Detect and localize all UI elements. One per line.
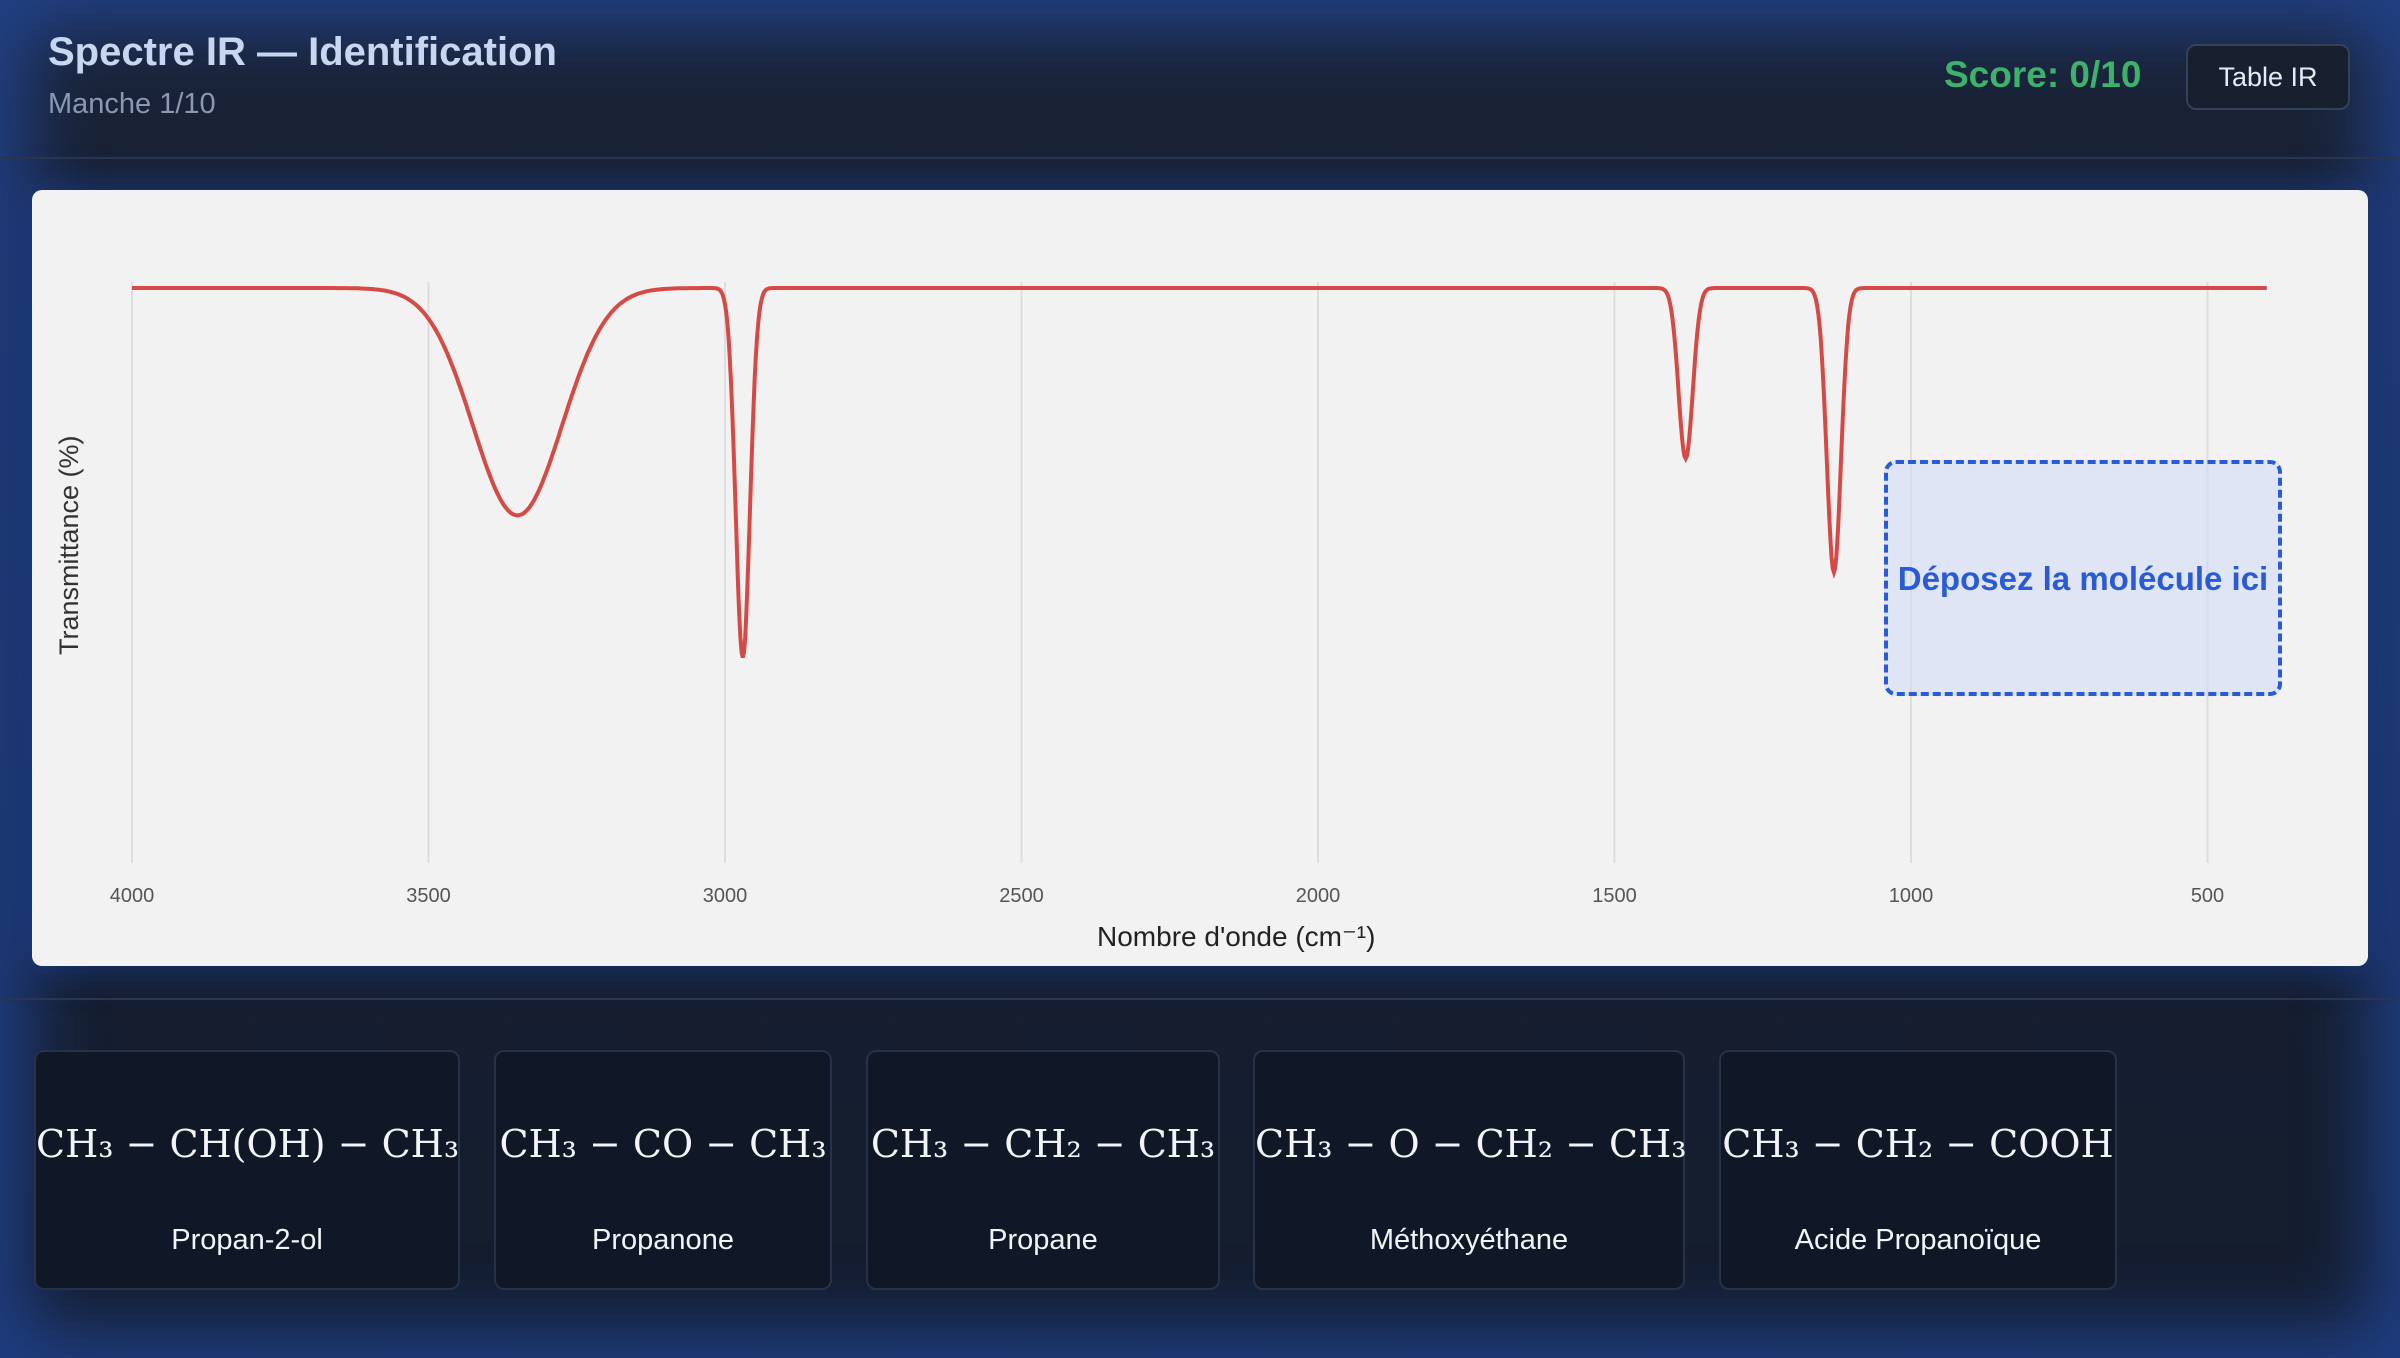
molecule-name: Méthoxyéthane [1369, 1224, 1569, 1256]
molecule-name: Propanone [592, 1224, 734, 1256]
x-tick-label: 2500 [999, 885, 1044, 907]
spectrum-line [132, 286, 2267, 658]
header: Spectre IR — Identification Manche 1/10 … [0, 0, 2400, 159]
page-title: Spectre IR — Identification [48, 30, 557, 74]
molecule-formula: CH₃ − CH(OH) − CH₃ [36, 1122, 460, 1166]
molecule-name: Propane [988, 1224, 1098, 1256]
molecule-name: Propan-2-ol [171, 1224, 323, 1256]
molecule-card-methoxyethane[interactable]: CH₃ − O − CH₂ − CH₃ Méthoxyéthane [1253, 1050, 1687, 1290]
x-tick-label: 2000 [1296, 885, 1341, 907]
x-tick-label: 3500 [406, 885, 451, 907]
x-tick-label: 4000 [110, 885, 155, 907]
molecule-card-acide-propanoique[interactable]: CH₃ − CH₂ − COOH Acide Propanoïque [1719, 1050, 2117, 1290]
x-tick-label: 500 [2191, 885, 2224, 907]
score-display: Score: 0/10 [1944, 54, 2142, 95]
x-tick-label: 1500 [1592, 885, 1637, 907]
molecule-formula: CH₃ − CO − CH₃ [499, 1122, 827, 1166]
molecule-card-propane[interactable]: CH₃ − CH₂ − CH₃ Propane [866, 1050, 1220, 1290]
x-tick-label: 3000 [703, 885, 748, 907]
x-tick-label: 1000 [1889, 885, 1934, 907]
y-axis-label: Transmittance (%) [54, 435, 84, 655]
molecule-card-propan-2-ol[interactable]: CH₃ − CH(OH) − CH₃ Propan-2-ol [34, 1050, 460, 1290]
drop-zone-label: Déposez la molécule ici [1897, 560, 2269, 597]
ir-spectrum-chart: 4000 3500 3000 2500 2000 1500 1000 500 Transmit… [32, 190, 2368, 966]
molecule-formula: CH₃ − CH₂ − COOH [1722, 1122, 2114, 1166]
molecule-name: Acide Propanoïque [1794, 1224, 2042, 1256]
table-ir-button[interactable]: Table IR [2186, 44, 2350, 110]
molecule-formula: CH₃ − CH₂ − CH₃ [870, 1122, 1216, 1166]
molecule-formula: CH₃ − O − CH₂ − CH₃ [1255, 1122, 1687, 1166]
molecule-drop-zone[interactable]: Déposez la molécule ici [1884, 460, 2282, 696]
section-divider [0, 998, 2400, 1000]
molecule-card-propanone[interactable]: CH₃ − CO − CH₃ Propanone [494, 1050, 832, 1290]
round-counter: Manche 1/10 [48, 88, 216, 120]
x-axis-label: Nombre d'onde (cm⁻¹) [1097, 921, 1376, 952]
